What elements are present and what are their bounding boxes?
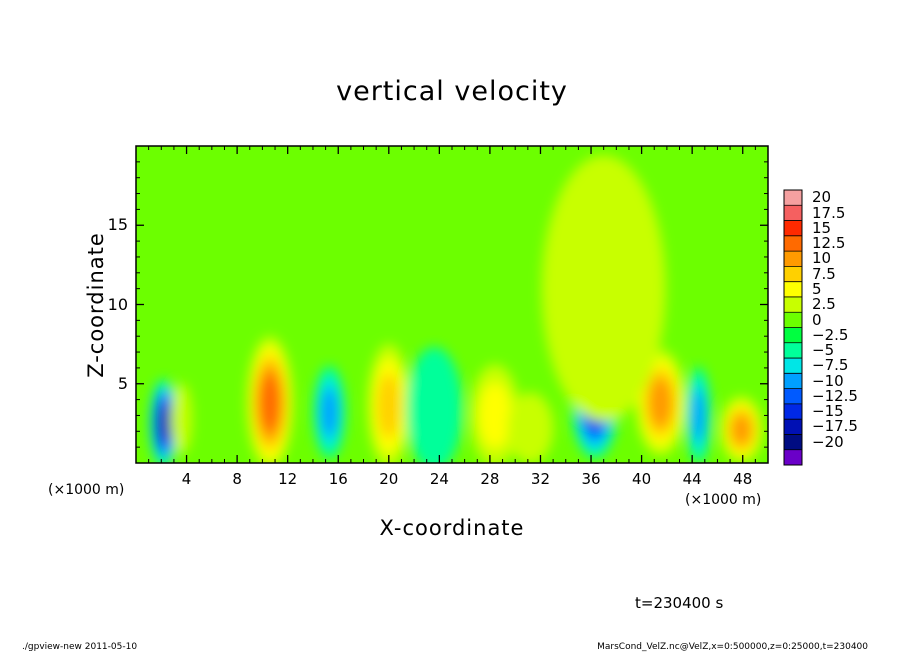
field-feature-4-level-3 [377,373,400,439]
field-feature-0-level-6 [158,405,170,442]
x-tick-label: 4 [181,470,192,488]
colorbar-label: 7.5 [812,264,836,283]
time-label: t=230400 s [635,594,724,612]
x-unit-label-right: (×1000 m) [685,492,762,508]
colorbar-label: −17.5 [812,417,858,436]
colorbar-label: −2.5 [812,325,849,344]
y-tick-label: 15 [107,215,128,235]
colorbar-label: −7.5 [812,356,849,375]
colorbar-label: −12.5 [812,386,858,405]
x-axis-ticks [148,146,756,463]
colorbar-band [784,205,802,222]
x-tick-label: 20 [379,470,399,488]
field-feature-7-level-1 [507,392,554,463]
colorbar-band [784,403,802,420]
field-feature-11-level-3 [691,389,705,442]
colorbar-label: −20 [812,432,844,451]
colorbar [783,189,803,466]
colorbar-label: −15 [812,402,844,421]
colorbar-band [784,266,802,283]
x-unit-label-left: (×1000 m) [48,482,125,498]
x-tick-label: 12 [278,470,298,488]
x-tick-label: 48 [733,470,753,488]
x-tick-label: 44 [682,470,702,488]
colorbar-band [784,296,802,313]
colorbar-band [784,449,802,466]
colorbar-label: −10 [812,371,844,390]
y-tick-label: 10 [107,294,128,314]
field-feature-10-level-4 [649,378,673,428]
x-tick-label: 28 [480,470,500,488]
y-axis-ticks [136,161,768,448]
x-tick-label: 36 [581,470,601,488]
field-feature-3-level-3 [321,387,338,437]
x-tick-label: 8 [232,470,242,488]
colorbar-band [784,327,802,344]
colorbar-label: 15 [812,218,832,237]
heatmap-field [149,155,763,463]
colorbar-label: 5 [812,279,822,298]
colorbar-label: 0 [812,310,822,329]
colorbar-label: 10 [812,249,832,268]
field-feature-1-level-1 [170,383,193,455]
x-axis-label: X-coordinate [379,516,525,540]
colorbar-band [784,251,802,267]
colorbar-label: −5 [812,341,835,360]
colorbar-band [784,281,802,298]
x-tick-label: 40 [632,470,652,488]
x-tick-label: 24 [429,470,449,488]
field-feature-5-level-1 [405,346,463,463]
colorbar-band [784,419,802,435]
y-tick-label: 5 [117,373,128,393]
footer-data-source: MarsCond_VelZ.nc@VelZ,x=0:500000,z=0:250… [597,642,868,652]
colorbar-band [784,235,802,252]
colorbar-band [784,342,802,359]
field-feature-12-level-4 [731,414,752,446]
colorbar-band [784,373,802,390]
field-feature-6-level-2 [479,382,511,449]
x-tick-label: 16 [328,470,348,488]
colorbar-band [784,190,802,206]
colorbar-band [784,220,802,237]
chart-title: vertical velocity [336,76,568,107]
colorbar-band [784,434,802,451]
colorbar-band [784,388,802,405]
field-feature-2-level-5 [260,374,280,432]
colorbar-band [784,312,802,328]
colorbar-label: 12.5 [812,234,846,253]
colorbar-label: 17.5 [812,203,846,222]
field-feature-13-level-1 [541,155,666,422]
footer-program-date: ./gpview-new 2011-05-10 [22,642,138,652]
colorbar-label: 2.5 [812,295,836,314]
x-tick-label: 32 [530,470,551,488]
colorbar-band [784,358,802,374]
colorbar-label: 20 [812,188,832,207]
